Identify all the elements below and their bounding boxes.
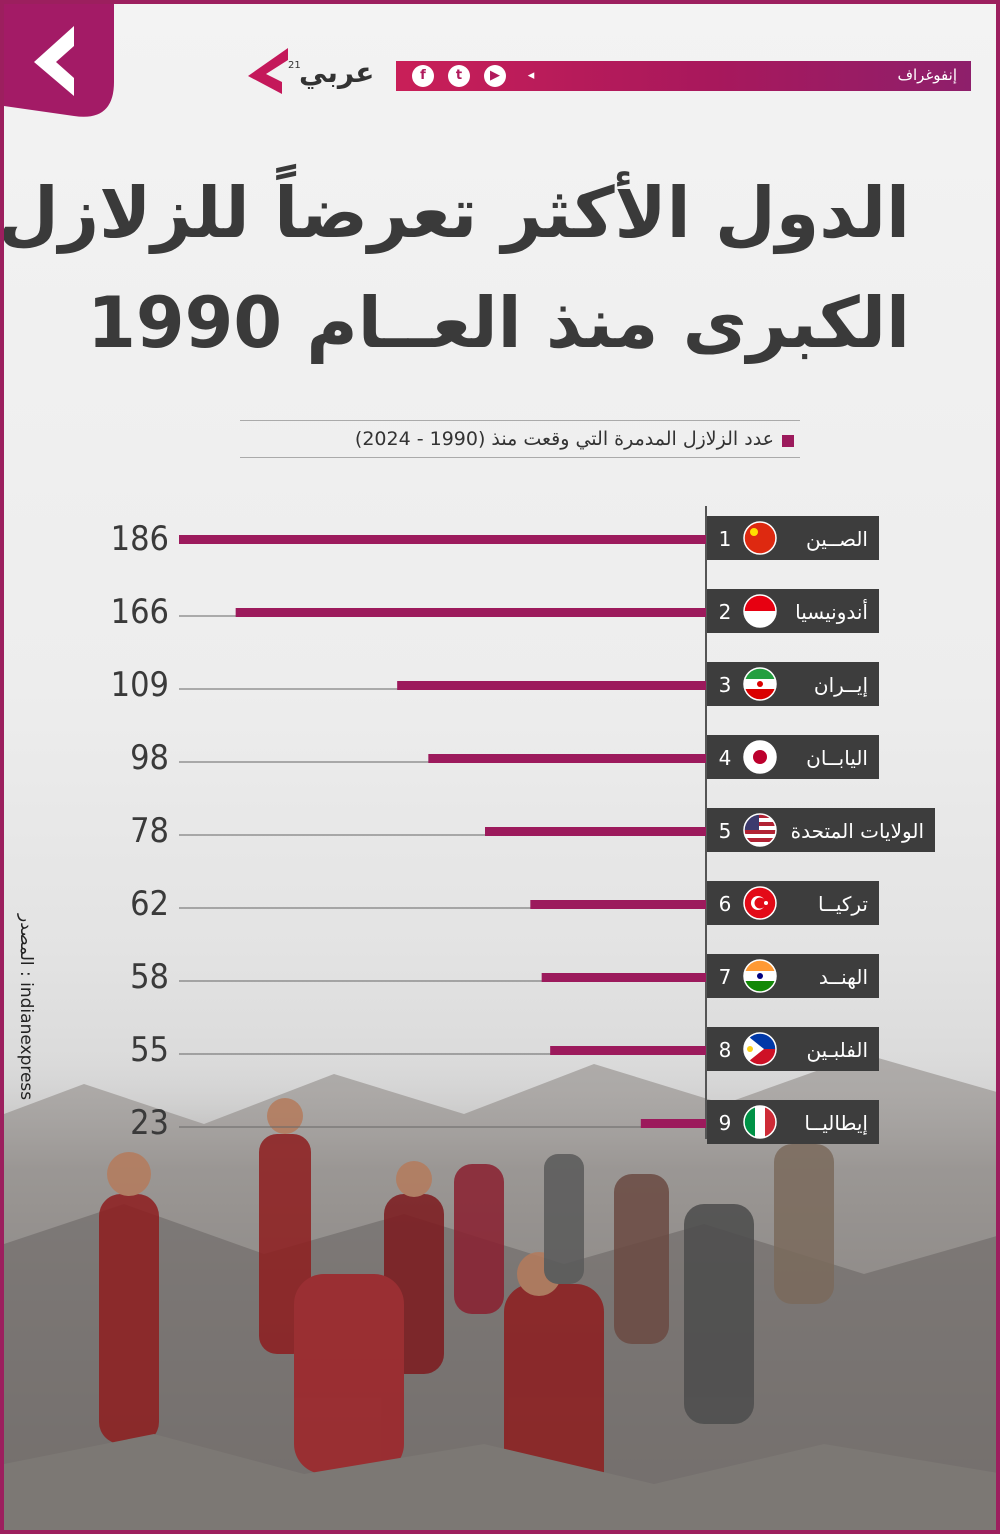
rank-number: 2	[719, 600, 732, 624]
youtube-icon[interactable]: ▶	[484, 65, 506, 87]
indonesia-flag-icon	[743, 594, 777, 628]
japan-flag-icon	[743, 740, 777, 774]
data-label: 186	[111, 519, 169, 559]
country-name: تركيــا	[818, 892, 868, 916]
bar-3	[397, 681, 706, 690]
bar-6	[530, 900, 706, 909]
country-label-box	[707, 1100, 879, 1144]
country-name: الولايات المتحدة	[791, 819, 924, 843]
data-label: 109	[111, 665, 169, 705]
data-label: 62	[130, 884, 169, 924]
data-label: 23	[130, 1103, 169, 1143]
country-label-box	[707, 662, 879, 706]
brand-name: عربي	[299, 56, 375, 89]
country-name: الصــين	[806, 527, 868, 551]
rank-number: 3	[719, 673, 732, 697]
bar-8	[550, 1046, 706, 1055]
brand-superscript: 21	[288, 60, 301, 71]
rank-number: 9	[719, 1111, 732, 1135]
country-label-box	[707, 881, 879, 925]
country-name: إيطاليــا	[804, 1111, 868, 1136]
page-title-line-2: الكبرى منذ العــام 1990	[87, 282, 910, 364]
data-label: 98	[130, 738, 169, 778]
twitter-icon[interactable]: t	[448, 65, 470, 87]
source-credit: المصدر : indianexpress	[16, 914, 36, 1101]
country-name: أندونيسيا	[795, 599, 868, 624]
bar-5	[485, 827, 706, 836]
country-name: اليابــان	[806, 746, 868, 770]
country-label-box	[707, 589, 879, 633]
brand-logo-icon	[248, 48, 288, 94]
top-bar: إنفوغراف f t ▶ ◂	[396, 61, 971, 91]
bar-4	[428, 754, 706, 763]
facebook-icon[interactable]: f	[412, 65, 434, 87]
bar-7	[541, 973, 706, 982]
rank-number: 7	[719, 965, 732, 989]
legend-divider-top	[240, 420, 800, 421]
legend-swatch	[782, 435, 794, 447]
bar-chart: 186 1 الصــين 166 2 أندونيسيا 109 3 إيــران 98 4 ال…	[4, 494, 996, 1154]
china-flag-icon	[743, 521, 777, 555]
data-label: 166	[111, 592, 169, 632]
data-label: 55	[130, 1030, 169, 1070]
legend-label: عدد الزلازل المدمرة التي وقعت منذ (1990 …	[354, 428, 774, 450]
rank-number: 1	[719, 527, 732, 551]
country-label-box	[707, 1027, 879, 1071]
turkey-flag-icon	[743, 886, 777, 920]
bar-1	[179, 535, 706, 544]
bar-9	[640, 1119, 706, 1128]
iran-flag-icon	[743, 667, 777, 701]
rank-number: 8	[719, 1038, 732, 1062]
telegram-icon[interactable]: ◂	[527, 68, 535, 83]
country-name: الفلبـين	[806, 1038, 868, 1062]
philippines-flag-icon	[743, 1032, 777, 1066]
corner-logo-icon	[4, 4, 114, 117]
bar-2	[235, 608, 706, 617]
country-name: إيــران	[814, 673, 868, 698]
country-label-box	[707, 954, 879, 998]
data-label: 58	[130, 957, 169, 997]
india-flag-icon	[743, 959, 777, 993]
country-label-box	[707, 735, 879, 779]
rank-number: 4	[719, 746, 732, 770]
legend-divider-bottom	[240, 457, 800, 458]
country-name: الهنــد	[819, 965, 868, 989]
rank-number: 5	[719, 819, 732, 843]
italy-flag-icon	[743, 1105, 777, 1139]
page-title-line-1: الدول الأكثر تعرضاً للزلازل	[0, 172, 910, 254]
usa-flag-icon	[743, 813, 777, 847]
country-label-box	[707, 516, 879, 560]
rank-number: 6	[719, 892, 732, 916]
section-label: إنفوغراف	[897, 66, 957, 84]
data-label: 78	[130, 811, 169, 851]
